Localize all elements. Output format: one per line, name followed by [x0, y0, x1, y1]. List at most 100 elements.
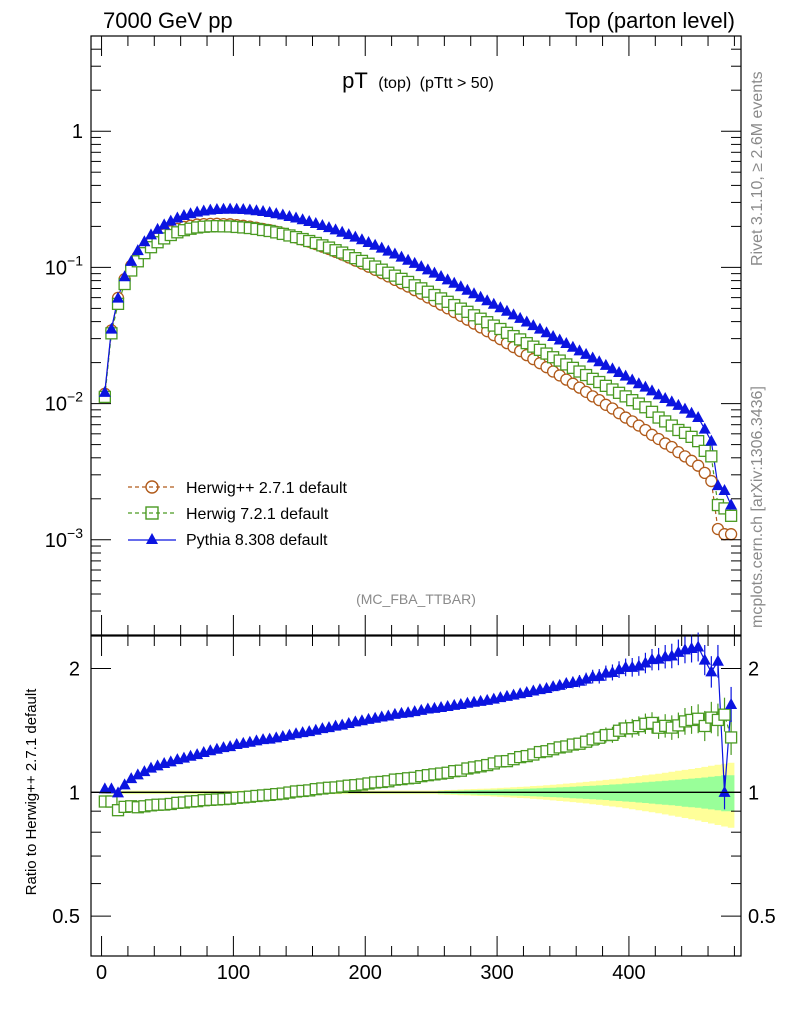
main-point-pythia	[481, 294, 494, 306]
main-point-herwigpp	[724, 528, 738, 541]
main-point-pythia	[494, 301, 507, 313]
ratio-point-pythia	[665, 649, 678, 661]
main-point-pythia	[138, 235, 151, 247]
main-ytick-label: 10−3	[45, 525, 83, 552]
main-point-pythia	[415, 260, 428, 272]
ratio-point-pythia	[593, 669, 606, 681]
main-point-pythia	[560, 337, 573, 349]
main-ytick-label: 10−2	[45, 389, 83, 416]
main-point-pythia	[514, 311, 527, 323]
main-point-pythia	[500, 304, 513, 316]
ratio-point-pythia	[105, 782, 118, 794]
ratio-ytick-label-right: 1	[748, 782, 759, 804]
main-point-pythia	[309, 216, 322, 228]
ratio-point-pythia	[692, 640, 705, 652]
legend-label-herwig7: Herwig 7.2.1 default	[186, 506, 329, 523]
legend-marker-herwig7	[145, 506, 159, 520]
main-point-pythia	[652, 388, 665, 400]
main-point-pythia	[692, 411, 705, 423]
legend-marker-pythia	[146, 533, 158, 544]
main-point-pythia	[461, 283, 474, 295]
main-point-pythia	[164, 214, 177, 226]
main-point-pythia	[659, 392, 672, 404]
main-point-pythia	[336, 225, 349, 237]
legend-label-pythia: Pythia 8.308 default	[186, 532, 328, 549]
main-point-pythia	[540, 326, 553, 338]
ratio-point-pythia	[711, 654, 724, 666]
main-point-herwig7	[692, 435, 705, 448]
main-ytick-label: 10−1	[45, 252, 83, 279]
main-point-pythia	[375, 241, 388, 253]
main-point-pythia	[369, 238, 382, 250]
main-point-pythia	[599, 358, 612, 370]
main-point-pythia	[698, 422, 711, 434]
main-point-pythia	[468, 287, 481, 299]
plot-title: pT (top) (pTtt > 50)	[342, 68, 494, 93]
main-point-pythia	[678, 402, 691, 414]
main-point-pythia	[112, 291, 125, 303]
main-point-pythia	[639, 380, 652, 392]
ratio-band-inner	[101, 775, 735, 812]
main-point-pythia	[705, 434, 718, 446]
ratio-point-pythia	[632, 659, 645, 671]
main-point-pythia	[151, 222, 164, 234]
main-point-herwig7	[724, 509, 738, 522]
ratio-point-herwig7	[105, 795, 118, 808]
main-point-pythia	[573, 344, 586, 356]
main-point-pythia	[158, 218, 171, 230]
ratio-point-herwig7	[692, 712, 705, 725]
main-point-pythia	[619, 369, 632, 381]
ratio-ylabel: Ratio to Herwig++ 2.7.1 default	[23, 688, 40, 896]
main-point-pythia	[435, 270, 448, 282]
main-ytick-label: 1	[72, 121, 83, 143]
ratio-point-herwig7	[724, 731, 738, 744]
ratio-point-pythia	[705, 665, 718, 677]
legend: Herwig++ 2.7.1 default Herwig 7.2.1 defa…	[128, 480, 348, 549]
main-point-pythia	[118, 270, 131, 282]
main-point-pythia	[626, 373, 639, 385]
main-point-pythia	[296, 213, 309, 225]
ratio-point-pythia	[725, 697, 738, 709]
main-point-pythia	[474, 290, 487, 302]
main-point-pythia	[580, 347, 593, 359]
legend-marker-herwigpp	[145, 480, 159, 494]
ratio-plot-frame	[90, 635, 742, 957]
main-point-pythia	[586, 351, 599, 363]
ratio-point-pythia	[131, 768, 144, 780]
plot-title-sub1: (top)	[378, 75, 411, 92]
ratio-ytick-label-left: 1	[69, 782, 80, 804]
xtick-label: 400	[612, 962, 645, 984]
main-series-line-pythia	[104, 208, 732, 506]
main-point-pythia	[527, 319, 540, 331]
main-point-pythia	[711, 479, 724, 491]
main-point-pythia	[441, 273, 454, 285]
xtick-label: 0	[96, 962, 107, 984]
main-point-pythia	[613, 366, 626, 378]
main-point-pythia	[395, 250, 408, 262]
ratio-point-herwig7	[698, 719, 711, 733]
side-text-rivet: Rivet 3.1.10, ≥ 2.6M events	[749, 71, 766, 266]
main-point-pythia	[105, 322, 118, 334]
main-point-pythia	[303, 215, 316, 227]
main-point-pythia	[290, 211, 303, 223]
main-point-pythia	[388, 247, 401, 259]
xtick-label: 100	[217, 962, 250, 984]
main-point-pythia	[408, 256, 421, 268]
main-point-pythia	[718, 484, 731, 496]
main-point-pythia	[362, 236, 375, 248]
main-point-pythia	[547, 329, 560, 341]
main-point-pythia	[402, 253, 415, 265]
main-point-pythia	[672, 398, 685, 410]
ratio-point-pythia	[606, 665, 619, 677]
ratio-point-pythia	[138, 765, 151, 777]
main-point-pythia	[566, 340, 579, 352]
main-point-pythia	[125, 254, 138, 266]
main-plot: 1 10−1 10−2 10−3	[45, 35, 742, 636]
main-point-pythia	[507, 308, 520, 320]
main-point-pythia	[448, 276, 461, 288]
main-point-herwig7	[705, 450, 718, 463]
ratio-ytick-label-right: 2	[748, 659, 759, 681]
main-point-pythia	[454, 280, 467, 292]
legend-label-herwigpp: Herwig++ 2.7.1 default	[186, 480, 348, 497]
